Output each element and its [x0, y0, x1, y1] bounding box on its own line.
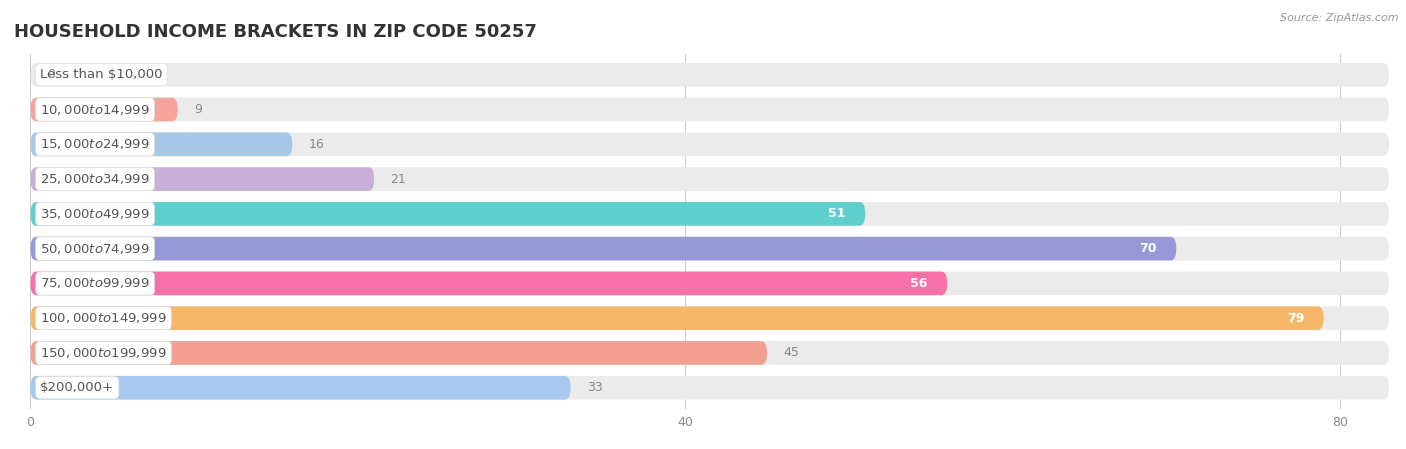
Text: $25,000 to $34,999: $25,000 to $34,999	[41, 172, 150, 186]
FancyBboxPatch shape	[31, 63, 1389, 87]
Text: 0: 0	[46, 68, 55, 81]
FancyBboxPatch shape	[31, 132, 1389, 156]
Text: $100,000 to $149,999: $100,000 to $149,999	[41, 311, 167, 325]
FancyBboxPatch shape	[31, 341, 1389, 365]
FancyBboxPatch shape	[31, 376, 571, 400]
Text: 9: 9	[194, 103, 202, 116]
Text: 45: 45	[783, 347, 800, 360]
FancyBboxPatch shape	[31, 98, 177, 121]
Text: $35,000 to $49,999: $35,000 to $49,999	[41, 207, 150, 221]
FancyBboxPatch shape	[31, 376, 1389, 400]
FancyBboxPatch shape	[31, 237, 1177, 260]
FancyBboxPatch shape	[31, 202, 865, 226]
Text: $10,000 to $14,999: $10,000 to $14,999	[41, 102, 150, 117]
Text: 21: 21	[391, 172, 406, 185]
FancyBboxPatch shape	[31, 202, 1389, 226]
Text: 79: 79	[1286, 312, 1303, 325]
Text: $50,000 to $74,999: $50,000 to $74,999	[41, 242, 150, 255]
FancyBboxPatch shape	[31, 306, 1389, 330]
Text: 56: 56	[910, 277, 928, 290]
Text: Less than $10,000: Less than $10,000	[41, 68, 163, 81]
FancyBboxPatch shape	[31, 167, 1389, 191]
FancyBboxPatch shape	[31, 167, 374, 191]
Text: $150,000 to $199,999: $150,000 to $199,999	[41, 346, 167, 360]
FancyBboxPatch shape	[31, 98, 1389, 121]
FancyBboxPatch shape	[31, 272, 1389, 295]
Text: $15,000 to $24,999: $15,000 to $24,999	[41, 137, 150, 151]
Text: HOUSEHOLD INCOME BRACKETS IN ZIP CODE 50257: HOUSEHOLD INCOME BRACKETS IN ZIP CODE 50…	[14, 23, 537, 41]
FancyBboxPatch shape	[31, 341, 768, 365]
Text: $200,000+: $200,000+	[41, 381, 114, 394]
FancyBboxPatch shape	[31, 272, 948, 295]
Text: 70: 70	[1139, 242, 1157, 255]
Text: 51: 51	[828, 207, 845, 220]
FancyBboxPatch shape	[31, 306, 1323, 330]
FancyBboxPatch shape	[31, 132, 292, 156]
Text: Source: ZipAtlas.com: Source: ZipAtlas.com	[1281, 13, 1399, 23]
Text: 33: 33	[588, 381, 603, 394]
Text: $75,000 to $99,999: $75,000 to $99,999	[41, 277, 150, 291]
FancyBboxPatch shape	[31, 237, 1389, 260]
Text: 16: 16	[309, 138, 325, 151]
